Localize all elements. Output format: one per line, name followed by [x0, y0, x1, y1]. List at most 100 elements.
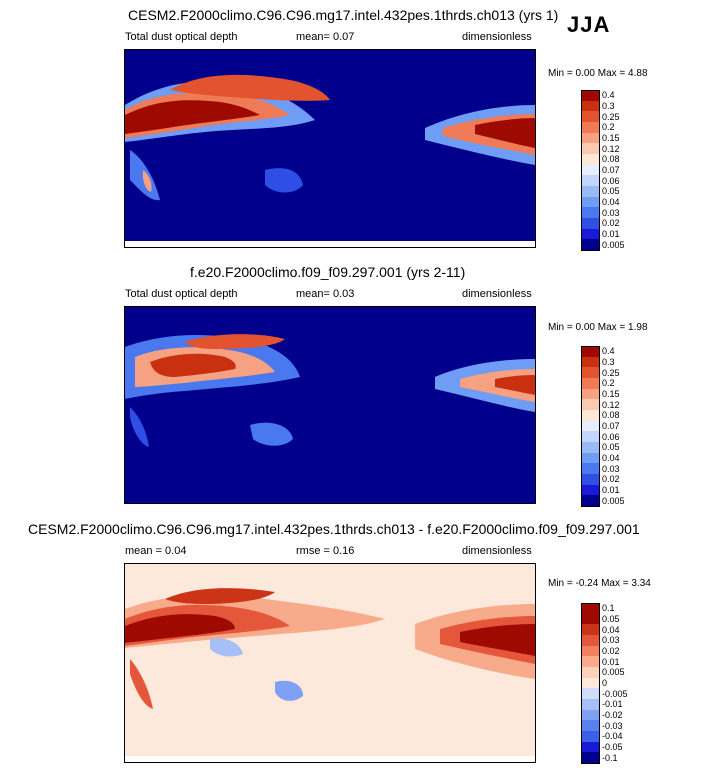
panel3-colorbar-box-5	[581, 699, 600, 710]
panel2-colorbar: 0.4 0.3 0.25 0.2 0.15 0.12 0.08 0.07 0.06 0.05 0.0…	[581, 346, 638, 507]
panel3-colorbar-label-14: 0.1	[602, 603, 615, 614]
panel2-colorbar-label-3: 0.03	[602, 463, 620, 474]
panel2-colorbar-box-13	[581, 356, 600, 368]
panel1-colorbar-box-12	[581, 111, 600, 122]
panel1-colorbar-box-2	[581, 218, 600, 229]
panel3-colorbar-box-12	[581, 624, 600, 635]
panel1-colorbar-box-1	[581, 228, 600, 240]
panel3-units: dimensionless	[462, 545, 532, 557]
panel2-title: f.e20.F2000climo.f09_f09.297.001 (yrs 2-…	[190, 264, 466, 280]
panel1-colorbar-box-6	[581, 175, 600, 186]
panel2-colorbar-label-5: 0.05	[602, 442, 620, 453]
panel1-colorbar-box-3	[581, 207, 600, 218]
panel1-colorbar-label-7: 0.07	[602, 165, 620, 175]
panel1-colorbar-box-13	[581, 100, 600, 112]
panel3-colorbar-label-0: -0.1	[602, 752, 618, 763]
panel3-colorbar-box-4	[581, 709, 600, 721]
panel1-title: CESM2.F2000climo.C96.C96.mg17.intel.432p…	[128, 7, 559, 23]
panel2-colorbar-label-9: 0.12	[602, 399, 620, 410]
panel3-diff-negative-australia	[275, 680, 303, 701]
panel2-colorbar-label-1: 0.01	[602, 485, 620, 495]
panel3-minmax: Min = -0.24 Max = 3.34	[548, 578, 651, 589]
panel2-colorbar-box-5	[581, 442, 600, 453]
panel1-plume-asia	[170, 74, 330, 101]
panel1-mean: mean= 0.07	[296, 31, 355, 43]
panel3-colorbar-box-6	[581, 688, 600, 699]
panel2-colorbar-box-12	[581, 367, 600, 378]
panel2-map	[124, 306, 536, 504]
panel1-plume-high-west	[125, 100, 260, 134]
panel3-colorbar-label-5: -0.01	[602, 699, 623, 710]
panel1-plume-australia	[265, 168, 303, 193]
panel3-diff-high-east	[460, 624, 535, 656]
panel2-plume-asia	[185, 334, 285, 349]
panel1-colorbar-label-12: 0.25	[602, 111, 620, 122]
panel3-title: CESM2.F2000climo.C96.C96.mg17.intel.432p…	[28, 521, 640, 537]
panel1-colorbar-label-4: 0.04	[602, 197, 620, 207]
panel2-colorbar-label-8: 0.08	[602, 410, 620, 421]
panel2-colorbar-label-7: 0.07	[602, 421, 620, 431]
panel3-rmse: rmse = 0.16	[296, 545, 355, 557]
panel3-colorbar-label-6: -0.005	[602, 688, 628, 699]
panel2-plume-south-africa	[130, 407, 149, 447]
panel3-colorbar: 0.1 0.05 0.04 0.03 0.02 0.01 0.005 0 -0.005 -0.01…	[581, 603, 638, 764]
panel2-colorbar-box-8	[581, 410, 600, 421]
panel1-colorbar-box-7	[581, 164, 600, 176]
panel3-colorbar-box-8	[581, 667, 600, 678]
panel2-colorbar-label-13: 0.3	[602, 357, 615, 367]
panel2-colorbar-label-10: 0.15	[602, 389, 620, 399]
panel1-colorbar-label-6: 0.06	[602, 175, 620, 186]
panel2-plume-australia	[250, 422, 293, 446]
panel3-diff-south-africa	[130, 659, 153, 709]
panel1-colorbar-label-3: 0.03	[602, 207, 620, 218]
panel2-colorbar-box-7	[581, 420, 600, 432]
panel1-colorbar-label-1: 0.01	[602, 229, 620, 239]
panel3-colorbar-label-7: 0	[602, 678, 608, 688]
panel1-colorbar-box-5	[581, 186, 600, 197]
panel1-colorbar-box-11	[581, 122, 600, 133]
panel3-diff-negative-india	[210, 638, 243, 657]
panel1-colorbar-label-2: 0.02	[602, 218, 620, 229]
panel2-colorbar-box-11	[581, 378, 600, 389]
panel1-colorbar-box-0	[581, 239, 600, 251]
panel1-colorbar-box-8	[581, 154, 600, 165]
panel2-minmax: Min = 0.00 Max = 1.98	[548, 322, 648, 333]
panel1-plume-kalahari	[142, 170, 152, 192]
panel3-colorbar-box-1	[581, 741, 600, 753]
panel2-map-svg	[125, 334, 535, 447]
panel1-variable-label: Total dust optical depth	[125, 31, 238, 43]
panel3-colorbar-label-12: 0.04	[602, 624, 620, 635]
panel3-colorbar-box-9	[581, 656, 600, 667]
panel3-colorbar-label-8: 0.005	[602, 667, 625, 678]
panel3-colorbar-box-3	[581, 720, 600, 731]
panel2-units: dimensionless	[462, 288, 532, 300]
panel2-colorbar-label-4: 0.04	[602, 453, 620, 463]
panel1-colorbar-label-13: 0.3	[602, 101, 615, 111]
panel2-colorbar-label-6: 0.06	[602, 431, 620, 442]
panel1-antarctica-band	[125, 241, 535, 247]
panel3-antarctica-band	[125, 756, 535, 762]
panel1-colorbar-label-9: 0.12	[602, 143, 620, 154]
panel2-plume-high-west	[150, 353, 236, 377]
panel3-colorbar-label-2: -0.04	[602, 731, 623, 742]
panel3-colorbar-label-10: 0.02	[602, 646, 620, 656]
panel1-colorbar-box-9	[581, 143, 600, 154]
panel3-colorbar-label-1: -0.05	[602, 742, 623, 752]
panel3-colorbar-label-13: 0.05	[602, 614, 620, 624]
panel3-colorbar-box-11	[581, 635, 600, 646]
panel2-colorbar-box-1	[581, 484, 600, 496]
panel1-colorbar-box-10	[581, 132, 600, 144]
panel3-colorbar-label-3: -0.03	[602, 720, 623, 731]
panel3-colorbar-box-2	[581, 731, 600, 742]
panel2-mean: mean= 0.03	[296, 288, 355, 300]
panel3-mean: mean = 0.04	[125, 545, 187, 557]
panel2-plume-high-east	[495, 375, 535, 395]
panel3-colorbar-box-13	[581, 613, 600, 625]
panel1-colorbar-label-14: 0.4	[602, 90, 615, 101]
panel2-colorbar-box-4	[581, 452, 600, 464]
panel3-diff-asia	[165, 588, 275, 604]
panel3-colorbar-label-4: -0.02	[602, 710, 623, 720]
panel1-colorbar-box-14	[581, 90, 600, 102]
panel2-colorbar-box-3	[581, 463, 600, 474]
panel1-colorbar: 0.4 0.3 0.25 0.2 0.15 0.12 0.08 0.07 0.06 0.05 0.0…	[581, 90, 638, 251]
